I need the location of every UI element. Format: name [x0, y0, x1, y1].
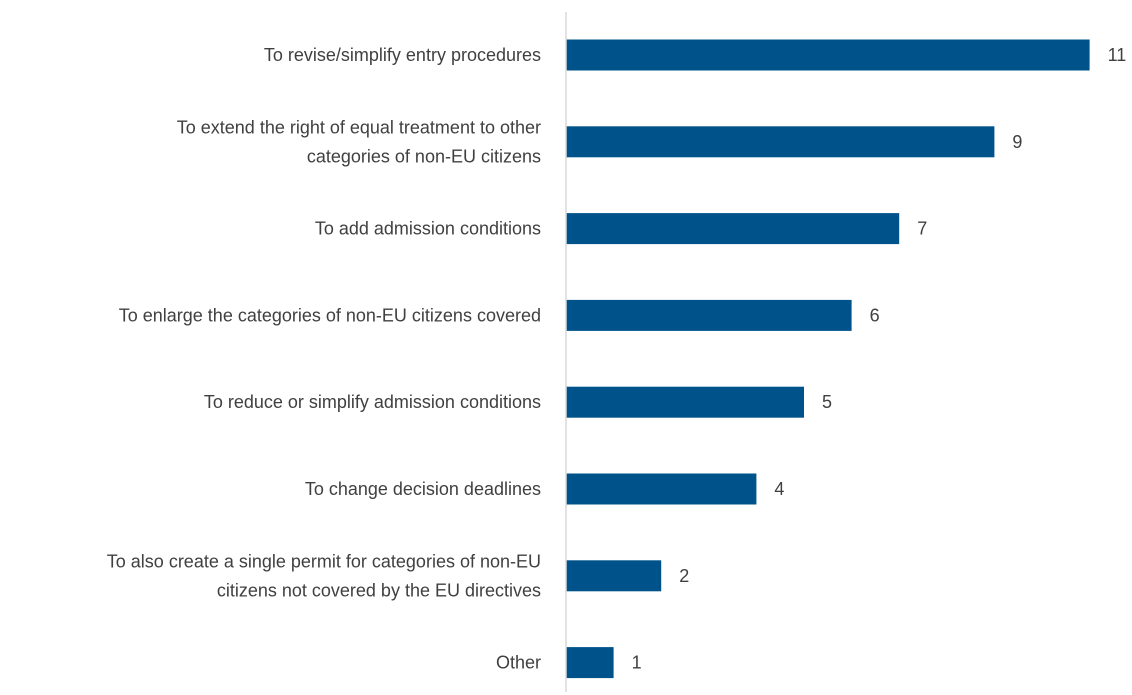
value-labels-group: 11 9 7 6 5 4 2 1 [632, 45, 1127, 673]
category-label: To revise/simplify entry procedures [264, 45, 541, 65]
bar [566, 647, 614, 679]
category-label-line: To also create a single permit for categ… [107, 551, 541, 571]
bar [566, 560, 662, 592]
category-label-line: To reduce or simplify admission conditio… [204, 392, 541, 412]
category-label-line: To revise/simplify entry procedures [264, 45, 541, 65]
category-label: Other [496, 653, 541, 673]
data-label: 9 [1012, 132, 1022, 152]
category-label-line: To enlarge the categories of non-EU citi… [119, 305, 541, 325]
bar [566, 386, 804, 418]
data-label: 1 [632, 653, 642, 673]
category-label: To change decision deadlines [305, 479, 541, 499]
category-label: To add admission conditions [315, 219, 541, 239]
category-label-line: To change decision deadlines [305, 479, 541, 499]
bar [566, 126, 995, 158]
category-label-line: To add admission conditions [315, 219, 541, 239]
category-label-line: Other [496, 653, 541, 673]
bar [566, 473, 757, 505]
data-label: 5 [822, 392, 832, 412]
category-label: To reduce or simplify admission conditio… [204, 392, 541, 412]
data-label: 11 [1108, 45, 1127, 65]
bar [566, 39, 1090, 71]
data-label: 7 [917, 219, 927, 239]
data-label: 2 [679, 566, 689, 586]
data-label: 4 [774, 479, 784, 499]
bar [566, 213, 900, 245]
category-labels-group: To revise/simplify entry procedures To ex… [107, 45, 541, 673]
category-label: To extend the right of equal treatment t… [177, 117, 541, 166]
bar [566, 299, 852, 331]
category-label-line: citizens not covered by the EU directive… [217, 580, 541, 600]
category-label-line: categories of non-EU citizens [307, 146, 541, 166]
category-label: To also create a single permit for categ… [107, 551, 541, 600]
bars-group [566, 39, 1090, 679]
category-label-line: To extend the right of equal treatment t… [177, 117, 541, 137]
category-label: To enlarge the categories of non-EU citi… [119, 305, 541, 325]
data-label: 6 [870, 305, 880, 325]
